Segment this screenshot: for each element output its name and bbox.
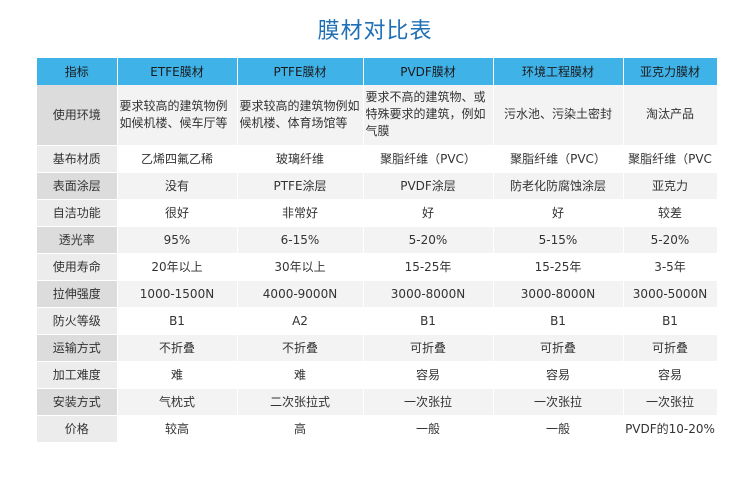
table-row: 安装方式 气枕式 二次张拉式 一次张拉 一次张拉 一次张拉 [37, 388, 718, 416]
row-label: 基布材质 [37, 145, 118, 173]
table-row: 基布材质 乙烯四氟乙稀 玻璃纤维 聚脂纤维（PVC） 聚脂纤维（PVC） 聚脂纤… [37, 145, 718, 173]
row-label: 使用环境 [37, 85, 118, 146]
table-cell: 不折叠 [237, 334, 364, 362]
row-label: 使用寿命 [37, 253, 118, 281]
table-header-row: 指标 ETFE膜材 PTFE膜材 PVDF膜材 环境工程膜材 亚克力膜材 [37, 58, 718, 85]
table-cell: 15-25年 [493, 253, 624, 281]
row-label: 防火等级 [37, 307, 118, 335]
table-cell: 聚脂纤维（PVC） [363, 145, 494, 173]
table-cell: 可折叠 [493, 334, 624, 362]
row-label: 自洁功能 [37, 199, 118, 227]
table-row: 自洁功能 很好 非常好 好 好 较差 [37, 199, 718, 227]
table-cell: 较高 [117, 415, 238, 443]
table-row: 价格 较高 高 一般 一般 PVDF的10-20% [37, 415, 718, 443]
table-cell: 玻璃纤维 [237, 145, 364, 173]
table-cell: 高 [237, 415, 364, 443]
table-cell: 3-5年 [623, 253, 718, 281]
table-row: 使用环境 要求较高的建筑物例如候机楼、候车厅等 要求较高的建筑物例如候机楼、体育… [37, 85, 718, 146]
column-header: PVDF膜材 [363, 58, 494, 85]
table-cell: PVDF涂层 [363, 172, 494, 200]
table-cell: 淘汰产品 [623, 85, 718, 146]
table-cell: 一次张拉 [493, 388, 624, 416]
table-cell: 难 [117, 361, 238, 389]
column-header: 指标 [37, 58, 118, 85]
table-cell: 可折叠 [363, 334, 494, 362]
table-cell: 好 [363, 199, 494, 227]
table-row: 表面涂层 没有 PTFE涂层 PVDF涂层 防老化防腐蚀涂层 亚克力 [37, 172, 718, 200]
table-cell: 一次张拉 [363, 388, 494, 416]
table-cell: 要求较高的建筑物例如候机楼、体育场馆等 [237, 85, 364, 146]
table-cell: B1 [623, 307, 718, 335]
table-cell: 防老化防腐蚀涂层 [493, 172, 624, 200]
table-cell: 好 [493, 199, 624, 227]
table-cell: 5-20% [623, 226, 718, 254]
table-row: 透光率 95% 6-15% 5-20% 5-15% 5-20% [37, 226, 718, 254]
table-cell: 5-15% [493, 226, 624, 254]
table-cell: 较差 [623, 199, 718, 227]
column-header: 环境工程膜材 [493, 58, 624, 85]
row-label: 价格 [37, 415, 118, 443]
table-cell: 一次张拉 [623, 388, 718, 416]
table-cell: 聚脂纤维（PVC [623, 145, 718, 173]
table-cell: 3000-8000N [363, 280, 494, 308]
column-header: 亚克力膜材 [623, 58, 718, 85]
table-cell: B1 [117, 307, 238, 335]
table-row: 拉伸强度 1000-1500N 4000-9000N 3000-8000N 30… [37, 280, 718, 308]
table-cell: 6-15% [237, 226, 364, 254]
table-cell: 4000-9000N [237, 280, 364, 308]
row-label: 运输方式 [37, 334, 118, 362]
table-cell: PVDF的10-20% [623, 415, 718, 443]
table-cell: 非常好 [237, 199, 364, 227]
table-row: 运输方式 不折叠 不折叠 可折叠 可折叠 可折叠 [37, 334, 718, 362]
table-cell: 二次张拉式 [237, 388, 364, 416]
table-cell: 污水池、污染土密封 [493, 85, 624, 146]
table-cell: 难 [237, 361, 364, 389]
row-label: 加工难度 [37, 361, 118, 389]
row-label: 表面涂层 [37, 172, 118, 200]
row-label: 安装方式 [37, 388, 118, 416]
table-cell: 乙烯四氟乙稀 [117, 145, 238, 173]
table-cell: 30年以上 [237, 253, 364, 281]
table-cell: 要求不高的建筑物、或特殊要求的建筑，例如气膜 [363, 85, 494, 146]
table-cell: 1000-1500N [117, 280, 238, 308]
table-cell: 不折叠 [117, 334, 238, 362]
table-cell: 没有 [117, 172, 238, 200]
table-cell: A2 [237, 307, 364, 335]
table-cell: 15-25年 [363, 253, 494, 281]
table-row: 防火等级 B1 A2 B1 B1 B1 [37, 307, 718, 335]
table-cell: 亚克力 [623, 172, 718, 200]
table-cell: B1 [363, 307, 494, 335]
table-cell: 95% [117, 226, 238, 254]
table-cell: 3000-5000N [623, 280, 718, 308]
column-header: PTFE膜材 [237, 58, 364, 85]
table-cell: 20年以上 [117, 253, 238, 281]
table-cell: 要求较高的建筑物例如候机楼、候车厅等 [117, 85, 238, 146]
row-label: 拉伸强度 [37, 280, 118, 308]
membrane-comparison-table: 指标 ETFE膜材 PTFE膜材 PVDF膜材 环境工程膜材 亚克力膜材 使用环… [37, 58, 718, 443]
table-cell: B1 [493, 307, 624, 335]
table-cell: 聚脂纤维（PVC） [493, 145, 624, 173]
table-cell: PTFE涂层 [237, 172, 364, 200]
column-header: ETFE膜材 [117, 58, 238, 85]
page-title: 膜材对比表 [317, 19, 433, 44]
table-row: 加工难度 难 难 容易 容易 容易 [37, 361, 718, 389]
table-cell: 一般 [493, 415, 624, 443]
table-cell: 可折叠 [623, 334, 718, 362]
table-cell: 一般 [363, 415, 494, 443]
table-cell: 容易 [623, 361, 718, 389]
table-cell: 很好 [117, 199, 238, 227]
table-cell: 5-20% [363, 226, 494, 254]
table-row: 使用寿命 20年以上 30年以上 15-25年 15-25年 3-5年 [37, 253, 718, 281]
table-cell: 容易 [363, 361, 494, 389]
table-cell: 3000-8000N [493, 280, 624, 308]
table-cell: 容易 [493, 361, 624, 389]
row-label: 透光率 [37, 226, 118, 254]
table-cell: 气枕式 [117, 388, 238, 416]
